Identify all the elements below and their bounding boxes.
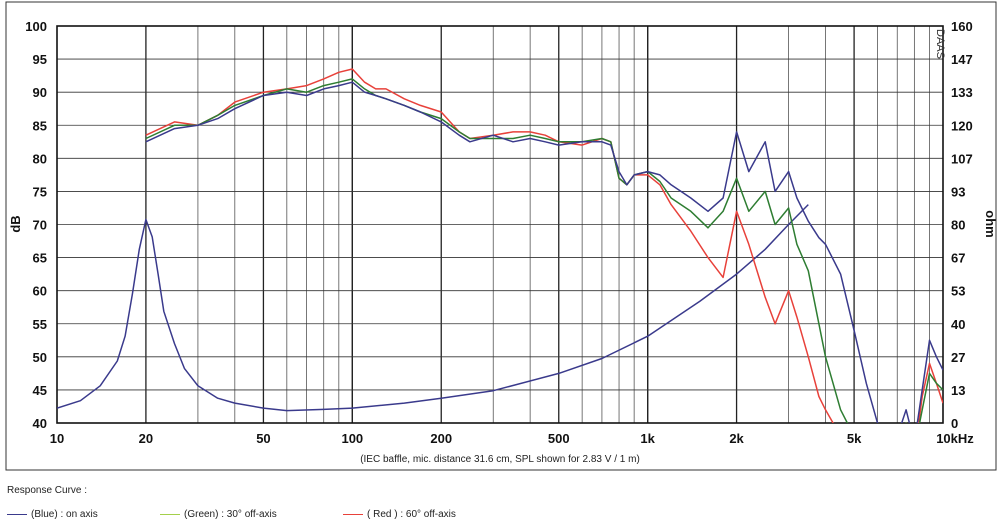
right-axis-ticks: 0 13 27 40 53 67 80 93 107 120 133 147 160 (951, 19, 973, 431)
y-right-tick-label: 120 (951, 118, 973, 133)
y-right-tick-label: 80 (951, 218, 965, 233)
y-right-tick-label: 160 (951, 19, 973, 34)
y-left-tick-label: 55 (33, 317, 47, 332)
x-axis-ticks: 10 20 50 100 200 500 1k 2k 5k 10kHz (50, 431, 975, 446)
legend-swatch-green (160, 514, 180, 515)
frequency-response-chart: 40 45 50 55 60 65 70 75 80 85 90 95 100 0 13 27 40 53 67 8… (5, 1, 998, 471)
legend-item-blue: (Blue) : on axis (7, 509, 98, 520)
legend-title: Response Curve : (7, 485, 88, 496)
x-tick-label: 50 (256, 431, 270, 446)
x-tick-label: 5k (847, 431, 862, 446)
y-right-tick-label: 53 (951, 284, 965, 299)
legend-label-blue: (Blue) : on axis (31, 509, 98, 520)
y-right-tick-label: 107 (951, 151, 973, 166)
x-tick-label: 10 (50, 431, 64, 446)
x-tick-label: 1k (640, 431, 655, 446)
series-layer (57, 68, 943, 423)
legend-swatch-red (343, 514, 363, 515)
chart-caption: (IEC baffle, mic. distance 31.6 cm, SPL … (360, 454, 640, 465)
left-axis-ticks: 40 45 50 55 60 65 70 75 80 85 90 95 100 (25, 19, 47, 431)
y-left-tick-label: 65 (33, 251, 47, 266)
y-left-tick-label: 70 (33, 218, 47, 233)
y-left-tick-label: 45 (33, 383, 47, 398)
y-left-tick-label: 95 (33, 52, 47, 67)
y-left-axis-title: dB (8, 215, 23, 232)
y-right-tick-label: 40 (951, 317, 965, 332)
y-right-tick-label: 27 (951, 350, 965, 365)
x-tick-label: 200 (430, 431, 452, 446)
series-impedance (57, 204, 809, 412)
y-right-tick-label: 93 (951, 184, 965, 199)
y-left-tick-label: 75 (33, 184, 47, 199)
y-left-tick-label: 60 (33, 284, 47, 299)
y-right-tick-label: 13 (951, 383, 965, 398)
y-left-tick-label: 40 (33, 416, 47, 431)
y-left-tick-label: 90 (33, 85, 47, 100)
x-tick-label: 10kHz (936, 431, 974, 446)
y-right-tick-label: 133 (951, 85, 973, 100)
plot-border (56, 25, 944, 424)
x-tick-label: 2k (729, 431, 744, 446)
chart-frame (5, 1, 997, 471)
watermark-daas: DAAS (934, 29, 946, 59)
legend-swatch-blue (7, 514, 27, 515)
legend-label-green: (Green) : 30° off-axis (184, 509, 277, 520)
series-blue-on-axis (145, 81, 943, 423)
legend-item-red: ( Red ) : 60° off-axis (343, 509, 456, 520)
x-tick-label: 20 (139, 431, 153, 446)
y-left-tick-label: 50 (33, 350, 47, 365)
x-tick-label: 500 (548, 431, 570, 446)
y-right-tick-label: 67 (951, 251, 965, 266)
legend-label-red: ( Red ) : 60° off-axis (367, 509, 456, 520)
legend-item-green: (Green) : 30° off-axis (160, 509, 277, 520)
y-right-tick-label: 147 (951, 52, 973, 67)
y-left-tick-label: 85 (33, 118, 47, 133)
y-right-axis-title: ohm (983, 210, 998, 237)
y-left-tick-label: 80 (33, 151, 47, 166)
y-left-tick-label: 100 (25, 19, 47, 34)
y-right-tick-label: 0 (951, 416, 958, 431)
x-tick-label: 100 (341, 431, 363, 446)
